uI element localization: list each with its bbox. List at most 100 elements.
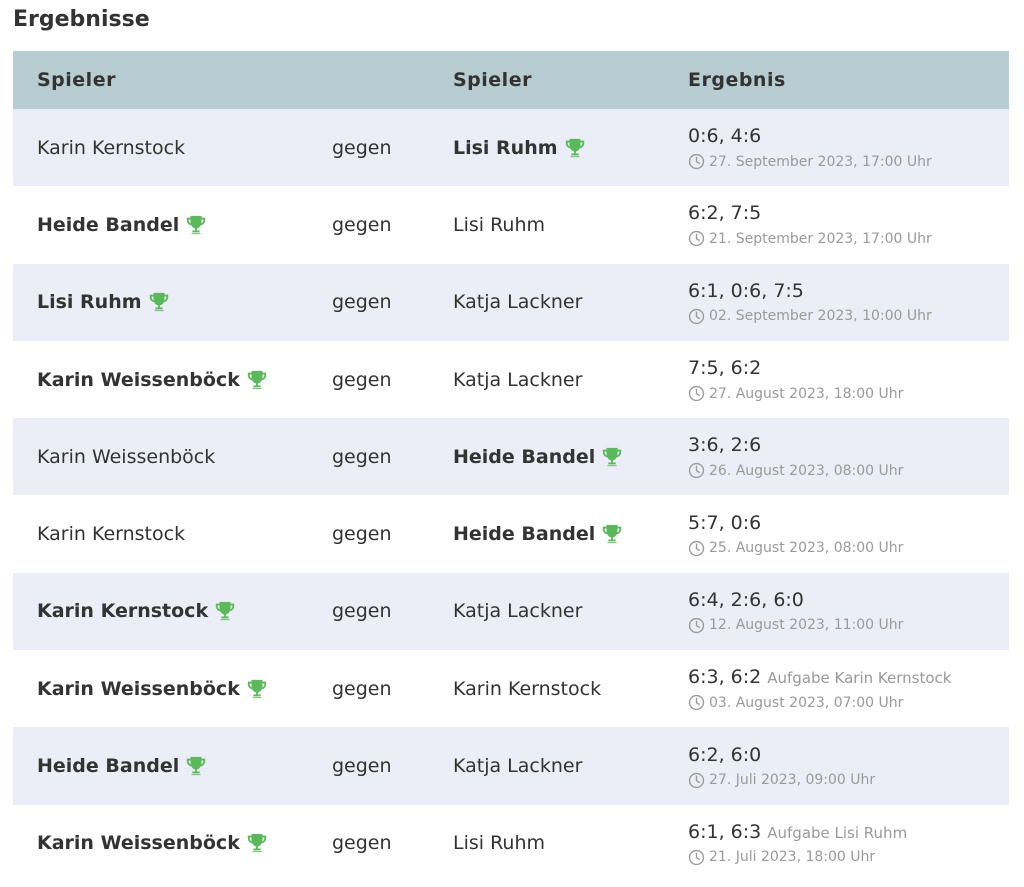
trophy-icon <box>247 679 267 698</box>
player1-label: Heide Bandel <box>37 213 180 236</box>
player1-label: Karin Weissenböck <box>37 677 240 700</box>
date-text: 12. August 2023, 11:00 Uhr <box>709 617 904 634</box>
player1-label: Karin Weissenböck <box>37 832 240 855</box>
match-date: 26. August 2023, 08:00 Uhr <box>688 462 1009 479</box>
date-text: 21. September 2023, 17:00 Uhr <box>709 230 932 247</box>
score: 6:4, 2:6, 6:0 <box>688 588 804 611</box>
score-line: 6:3, 6:2 Aufgabe Karin Kernstock <box>688 666 1009 688</box>
player1-name: Heide Bandel <box>37 755 207 777</box>
score: 6:3, 6:2 <box>688 666 762 689</box>
cell-player1: Karin Kernstock <box>13 600 309 622</box>
player2-label: Karin Kernstock <box>453 677 602 700</box>
player2-name: Karin Kernstock <box>453 678 601 700</box>
header-result: Ergebnis <box>688 69 786 91</box>
trophy-icon <box>247 370 267 389</box>
match-date: 27. September 2023, 17:00 Uhr <box>688 153 1009 170</box>
cell-player1: Karin Weissenböck <box>13 678 309 700</box>
score-line: 6:1, 0:6, 7:5 <box>688 280 1009 302</box>
score-line: 3:6, 2:6 <box>688 434 1009 456</box>
clock-icon <box>688 617 705 634</box>
player2-name: Heide Bandel <box>453 446 623 468</box>
score: 6:1, 6:3 <box>688 820 762 843</box>
cell-player1: Karin Weissenböck <box>13 369 309 391</box>
score: 5:7, 0:6 <box>688 511 762 534</box>
player2-label: Heide Bandel <box>453 445 596 468</box>
clock-icon <box>688 695 705 711</box>
cell-player2: Katja Lackner <box>430 369 665 391</box>
cell-result: 6:3, 6:2 Aufgabe Karin Kernstock 03. Augus… <box>665 666 1009 711</box>
table-row: Karin Kernstock gegen Heide Bandel 5:7, 0:6… <box>13 495 1009 573</box>
match-date: 25. August 2023, 08:00 Uhr <box>688 540 1009 557</box>
cell-result: 6:1, 6:3 Aufgabe Lisi Ruhm 21. Juli 2023, … <box>665 821 1009 866</box>
cell-vs: gegen <box>332 213 392 236</box>
table-row: Karin Kernstock gegen Katja Lackner 6:4, 2:… <box>13 572 1009 651</box>
score: 6:1, 0:6, 7:5 <box>688 279 804 302</box>
cell-player2: Katja Lackner <box>430 291 665 313</box>
table-body: Karin Kernstock gegen Lisi Ruhm 0:6, 4:6 27.… <box>13 109 1009 882</box>
cell-player1: Karin Kernstock <box>13 137 309 159</box>
player2-name: Katja Lackner <box>453 600 582 622</box>
score-line: 7:5, 6:2 <box>688 357 1009 379</box>
player2-label: Lisi Ruhm <box>453 136 558 159</box>
player1-name: Karin Weissenböck <box>37 678 268 700</box>
table-row: Lisi Ruhm gegen Katja Lackner 6:1, 0:6, 7:5… <box>13 263 1009 341</box>
clock-icon <box>688 231 705 247</box>
player1-name: Karin Weissenböck <box>37 369 268 391</box>
match-date: 02. September 2023, 10:00 Uhr <box>688 308 1009 325</box>
trophy-icon <box>565 138 584 157</box>
player2-label: Katja Lackner <box>453 755 583 778</box>
score-line: 6:1, 6:3 Aufgabe Lisi Ruhm <box>688 821 1009 843</box>
score: 6:2, 6:0 <box>688 743 762 766</box>
cell-player2: Lisi Ruhm <box>430 137 665 159</box>
clock-icon <box>688 308 705 324</box>
player1-name: Lisi Ruhm <box>37 291 170 313</box>
table-row: Heide Bandel gegen Katja Lackner 6:2, 6:0 27… <box>13 727 1009 805</box>
results-table: Spieler Spieler Ergebnis Karin Kernstock… <box>13 51 1009 882</box>
player1-label: Karin Weissenböck <box>37 445 216 468</box>
score: 6:2, 7:5 <box>688 202 762 225</box>
player1-name: Heide Bandel <box>37 214 207 236</box>
player1-label: Karin Weissenböck <box>37 368 240 391</box>
player1-label: Lisi Ruhm <box>37 291 142 314</box>
player2-label: Lisi Ruhm <box>453 832 546 855</box>
player1-name: Karin Kernstock <box>37 600 236 622</box>
cell-vs: gegen <box>332 832 392 855</box>
cell-player2: Heide Bandel <box>430 523 665 545</box>
cell-player1: Karin Weissenböck <box>13 446 309 468</box>
table-row: Karin Weissenböck gegen Lisi Ruhm 6:1, 6:3 A… <box>13 804 1009 882</box>
clock-icon <box>688 772 705 788</box>
match-date: 12. August 2023, 11:00 Uhr <box>688 617 1009 634</box>
trophy-icon <box>187 215 206 235</box>
player1-name: Karin Kernstock <box>37 137 185 159</box>
score: 3:6, 2:6 <box>688 434 762 457</box>
match-date: 27. Juli 2023, 09:00 Uhr <box>688 772 1009 789</box>
player2-label: Katja Lackner <box>453 600 583 623</box>
date-text: 27. Juli 2023, 09:00 Uhr <box>709 772 876 789</box>
score-line: 5:7, 0:6 <box>688 512 1009 534</box>
player1-name: Karin Kernstock <box>37 523 185 545</box>
player2-label: Katja Lackner <box>453 368 583 391</box>
date-text: 27. August 2023, 18:00 Uhr <box>709 385 904 402</box>
cell-player1: Heide Bandel <box>13 214 309 236</box>
cell-player2: Heide Bandel <box>430 446 665 468</box>
player1-label: Karin Kernstock <box>37 136 186 159</box>
cell-result: 3:6, 2:6 26. August 2023, 08:00 Uhr <box>665 434 1009 479</box>
cell-player1: Karin Weissenböck <box>13 832 309 854</box>
cell-vs: gegen <box>332 523 392 546</box>
score-line: 0:6, 4:6 <box>688 125 1009 147</box>
trophy-icon <box>603 447 622 466</box>
trophy-icon <box>603 524 622 544</box>
table-row: Heide Bandel gegen Lisi Ruhm 6:2, 7:5 21. Se… <box>13 186 1009 264</box>
score: 0:6, 4:6 <box>688 125 762 148</box>
clock-icon <box>688 540 705 556</box>
player2-name: Katja Lackner <box>453 291 582 313</box>
date-text: 25. August 2023, 08:00 Uhr <box>709 540 904 557</box>
clock-icon <box>688 385 705 402</box>
date-text: 27. September 2023, 17:00 Uhr <box>709 153 932 170</box>
cell-vs: gegen <box>332 600 392 623</box>
table-row: Karin Weissenböck gegen Karin Kernstock 6:3… <box>13 650 1009 728</box>
clock-icon <box>688 849 705 865</box>
page-title: Ergebnisse <box>13 7 150 32</box>
score-line: 6:2, 7:5 <box>688 202 1009 224</box>
